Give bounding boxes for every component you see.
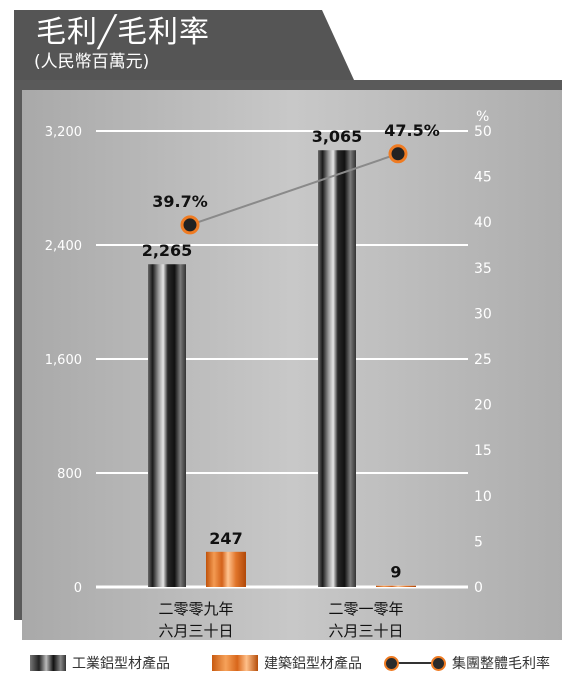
left-tick-label: 1,600 [45,353,82,368]
margin-line-layer [180,144,408,235]
chart-title: 毛利╱毛利率 [36,15,211,50]
bar-label-construction: 9 [390,563,401,582]
margin-label: 39.7% [152,192,208,211]
right-tick-label: 15 [474,443,492,459]
bar-label-industrial: 2,265 [142,241,193,260]
bar-label-industrial: 3,065 [312,127,363,146]
bar-construction [206,551,246,587]
right-tick-label: 50 [474,124,492,140]
right-tick-label: 5 [474,534,483,550]
category-label: 二零零九年 [158,600,233,618]
legend-label-construction: 建築鋁型材產品 [264,656,362,672]
legend-item-margin: 集團整體毛利率 [384,649,550,677]
legend: 工業鋁型材產品 建築鋁型材產品 集團整體毛利率 [30,649,562,677]
legend-label-industrial: 工業鋁型材產品 [72,656,170,672]
margin-point [388,144,408,164]
bars [148,150,416,588]
category-label: 二零一零年 [328,600,403,618]
legend-label-margin: 集團整體毛利率 [452,656,550,672]
margin-label: 47.5% [384,121,440,140]
plot-area [22,90,562,640]
chart-subtitle: (人民幣百萬元) [34,52,150,72]
bar-construction [376,585,416,587]
legend-swatch-construction [212,655,258,671]
legend-swatch-industrial [30,655,66,671]
bar-industrial [148,264,186,587]
margin-point [180,215,200,235]
right-tick-label: 0 [474,580,483,596]
right-tick-label: 40 [474,215,492,231]
left-tick-label: 800 [57,467,82,482]
right-axis-ticks: 0 5 10 15 20 25 30 35 40 45 50% [474,109,492,596]
title-banner [14,10,354,80]
bar-industrial [318,150,356,588]
legend-item-construction: 建築鋁型材產品 [212,649,362,677]
left-tick-label: 2,400 [45,239,82,254]
data-labels: 2,265 3,065 247 9 39.7% 47.5% [142,121,440,582]
left-axis-ticks: 0 800 1,600 2,400 3,200 [45,125,82,596]
margin-line [189,152,399,226]
legend-swatch-margin [384,655,446,671]
left-tick-label: 0 [74,581,82,596]
left-tick-label: 3,200 [45,125,82,140]
legend-item-industrial: 工業鋁型材產品 [30,649,170,677]
right-tick-label: 25 [474,352,492,368]
right-tick-label: 10 [474,489,492,505]
chart-panel: 0 800 1,600 2,400 3,200 0 5 10 15 20 25 30 35 40 45 50… [14,10,562,640]
category-label: 六月三十日 [328,622,403,640]
right-tick-label: 30 [474,306,492,322]
bar-label-construction: 247 [209,529,242,548]
right-tick-label: 20 [474,398,492,414]
right-tick-label: 45 [474,170,492,186]
chart-svg: 0 800 1,600 2,400 3,200 0 5 10 15 20 25 30 35 40 45 50… [14,10,562,640]
right-tick-label: 35 [474,261,492,277]
category-label: 六月三十日 [158,622,233,640]
right-axis-unit: % [476,109,489,125]
